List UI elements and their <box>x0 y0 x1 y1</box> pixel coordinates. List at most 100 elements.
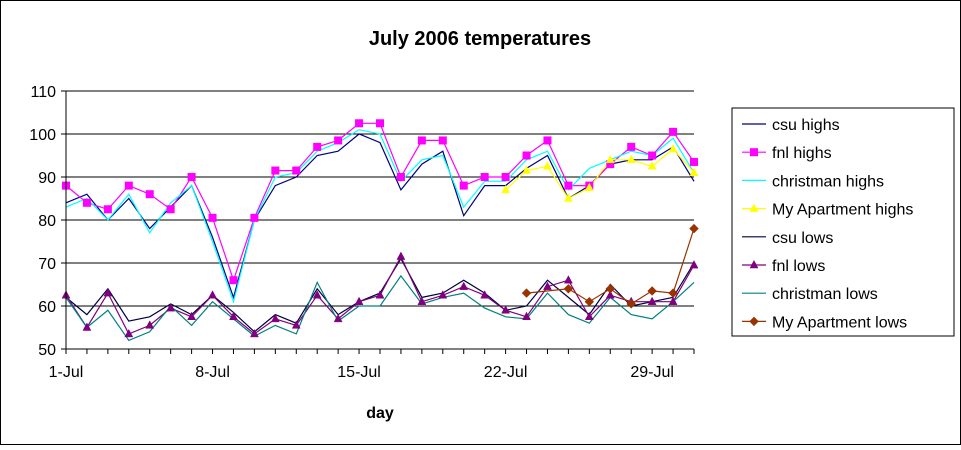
point-fnl-highs <box>82 198 91 207</box>
y-tick-label: 70 <box>38 256 56 273</box>
legend-label: csu lows <box>772 230 833 247</box>
point-fnl-highs <box>187 173 196 181</box>
point-fnl-lows <box>103 288 113 297</box>
point-fnl-lows <box>124 328 134 338</box>
point-fnl-highs <box>145 190 154 199</box>
point-fnl-highs <box>396 173 405 181</box>
point-fnl-highs <box>292 166 301 175</box>
point-fnl-highs <box>543 136 552 145</box>
point-my-apartment-lows <box>563 284 574 294</box>
legend-label: My Apartment lows <box>772 314 907 331</box>
point-fnl-lows <box>480 290 490 299</box>
point-my-apartment-lows <box>647 286 657 296</box>
point-fnl-highs <box>208 213 217 222</box>
point-my-apartment-highs <box>584 182 594 191</box>
legend-label: christman highs <box>772 173 884 190</box>
y-tick-label: 50 <box>38 342 56 359</box>
y-tick-label: 60 <box>38 299 56 316</box>
x-axis-ticks: 1-Jul 8-Jul 15-Jul 22-Jul 29-Jul <box>49 349 695 381</box>
point-my-apartment-highs <box>543 161 552 170</box>
legend-marker-my-apartment-lows <box>749 316 759 327</box>
point-fnl-highs <box>103 205 112 214</box>
legend-label: My Apartment highs <box>772 202 913 219</box>
legend-label: fnl lows <box>772 258 825 275</box>
point-fnl-highs <box>564 181 573 190</box>
point-my-apartment-highs <box>689 167 699 176</box>
point-my-apartment-highs <box>647 161 657 170</box>
legend-label: christman lows <box>772 286 878 303</box>
point-fnl-highs <box>313 142 322 151</box>
point-fnl-lows <box>417 296 427 305</box>
chart-title: July 2006 temperatures <box>369 28 591 50</box>
point-my-apartment-highs <box>626 154 636 164</box>
point-fnl-highs <box>417 136 426 145</box>
x-tick-label: 15-Jul <box>337 364 381 381</box>
point-fnl-lows <box>312 290 322 299</box>
point-my-apartment-highs <box>563 193 573 202</box>
point-fnl-lows <box>396 251 406 260</box>
point-fnl-highs <box>250 213 259 222</box>
point-fnl-lows <box>689 260 699 269</box>
legend-marker-fnl-lows <box>749 259 759 269</box>
point-fnl-highs <box>438 136 447 145</box>
point-my-apartment-lows <box>689 223 699 234</box>
point-fnl-highs <box>480 173 489 181</box>
point-fnl-lows <box>501 305 511 314</box>
legend-marker-my-apartment-highs <box>749 203 759 212</box>
point-fnl-highs <box>376 119 384 128</box>
x-tick-label: 29-Jul <box>630 364 674 381</box>
legend-marker-fnl-highs <box>750 148 758 157</box>
point-my-apartment-highs <box>668 144 678 153</box>
y-tick-label: 90 <box>38 170 56 187</box>
point-fnl-lows <box>543 281 552 290</box>
point-fnl-highs <box>334 136 343 145</box>
y-tick-label: 100 <box>29 127 56 144</box>
point-fnl-lows <box>208 290 217 299</box>
point-fnl-lows <box>229 311 238 320</box>
x-tick-label: 1-Jul <box>49 364 84 381</box>
point-fnl-highs <box>690 157 698 166</box>
point-fnl-lows <box>270 313 280 323</box>
legend: csu highs fnl highs christman highs My Apar… <box>731 107 955 337</box>
legend-box <box>731 107 955 337</box>
point-fnl-lows <box>145 320 155 329</box>
point-fnl-lows <box>668 296 678 305</box>
x-tick-label: 8-Jul <box>195 364 230 381</box>
point-fnl-lows <box>187 311 197 320</box>
point-my-apartment-highs <box>501 184 511 194</box>
point-my-apartment-lows <box>521 288 532 298</box>
point-fnl-highs <box>648 151 657 160</box>
y-tick-label: 80 <box>38 213 56 230</box>
point-fnl-lows <box>166 303 176 312</box>
legend-label: fnl highs <box>772 145 832 162</box>
point-my-apartment-lows <box>626 299 636 309</box>
point-fnl-highs <box>669 127 678 136</box>
point-fnl-lows <box>333 313 343 323</box>
point-fnl-highs <box>355 119 364 128</box>
point-fnl-highs <box>166 205 175 214</box>
point-fnl-lows <box>249 328 259 338</box>
series-line-my-apartment-highs <box>505 148 695 200</box>
point-fnl-lows <box>522 311 531 320</box>
point-my-apartment-lows <box>605 284 615 294</box>
point-fnl-lows <box>354 296 364 305</box>
point-fnl-lows <box>584 311 594 320</box>
point-fnl-highs <box>229 276 238 285</box>
point-fnl-lows <box>563 275 573 284</box>
legend-label: csu highs <box>772 117 840 134</box>
y-tick-label: 110 <box>30 84 56 101</box>
point-my-apartment-lows <box>668 288 678 298</box>
x-tick-label: 22-Jul <box>484 364 528 381</box>
point-fnl-lows <box>438 290 448 299</box>
point-fnl-lows <box>82 322 92 331</box>
point-fnl-lows <box>375 290 385 299</box>
series-line-christman-highs <box>65 129 695 304</box>
point-my-apartment-highs <box>522 165 531 174</box>
point-fnl-highs <box>124 181 133 190</box>
series-markers <box>61 119 699 338</box>
point-fnl-lows <box>459 281 469 290</box>
x-axis-label: day <box>366 405 394 422</box>
point-fnl-lows <box>605 290 615 299</box>
point-my-apartment-lows <box>584 296 595 307</box>
point-fnl-highs <box>271 166 280 175</box>
